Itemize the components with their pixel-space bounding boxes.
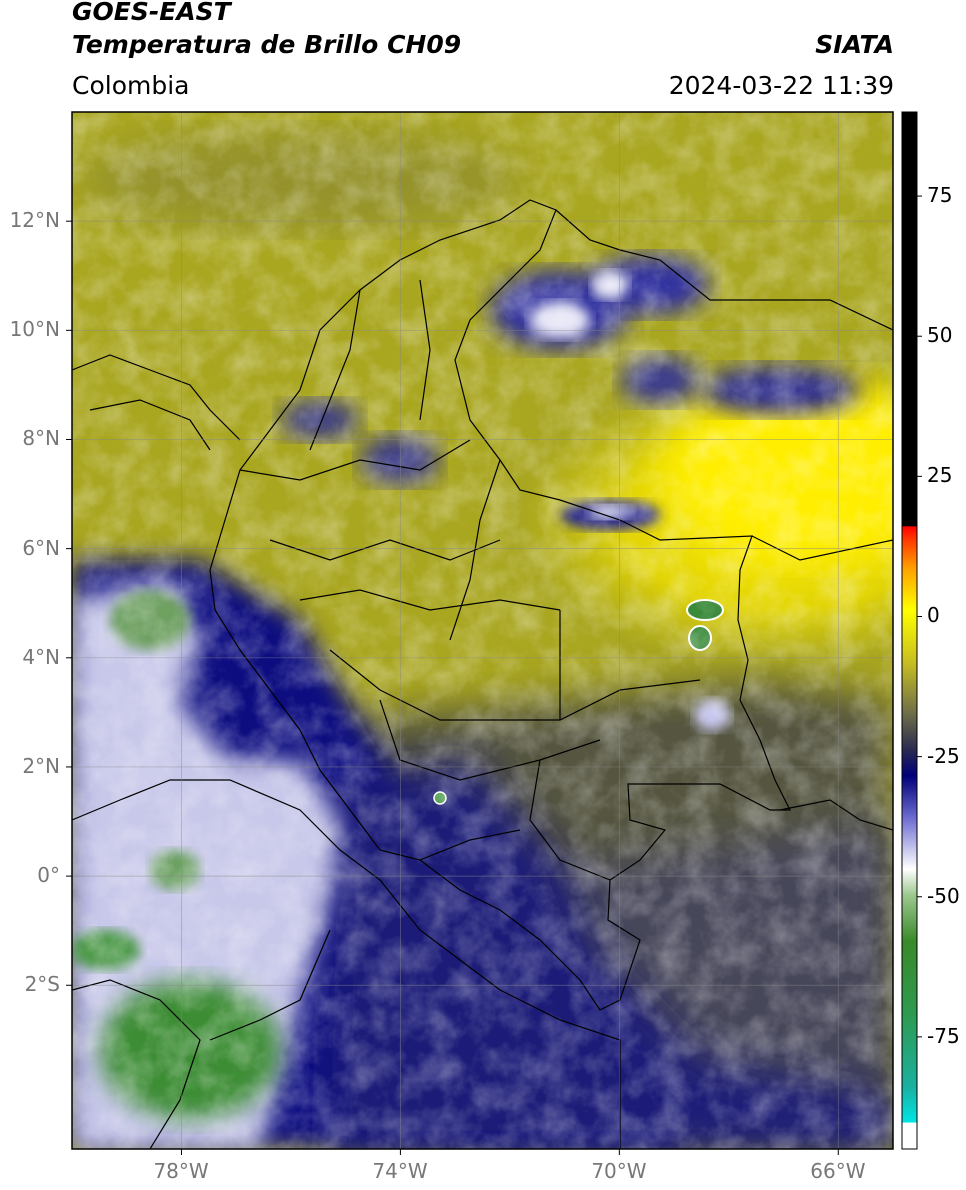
map-ticks: [66, 220, 839, 1155]
colorbar-tick-label: -25: [927, 743, 960, 768]
lat-tick-label: 4°N: [22, 644, 60, 669]
colorbar-tick-label: 75: [927, 183, 953, 208]
product-title: Temperatura de Brillo CH09: [72, 30, 462, 59]
colorbar-tick-label: 0: [927, 603, 940, 628]
lat-tick-label: 0°: [37, 863, 60, 888]
lon-tick-label: 70°W: [591, 1159, 647, 1183]
colorbar: [901, 111, 918, 1150]
satellite-image-layer: [72, 112, 893, 1149]
datetime-label: 2024-03-22 11:39: [668, 71, 894, 100]
graticule: [72, 112, 893, 1149]
lon-tick-label: 74°W: [372, 1159, 428, 1183]
lat-tick-label: 10°N: [9, 317, 60, 342]
lat-tick-label: 8°N: [22, 426, 60, 451]
region-label: Colombia: [72, 71, 190, 100]
lon-tick-label: 66°W: [810, 1159, 866, 1183]
colorbar-tick-label: 25: [927, 463, 953, 488]
colorbar-tick-label: -50: [927, 883, 960, 908]
colorbar-ticks: [917, 195, 922, 1038]
lon-tick-label: 78°W: [153, 1159, 209, 1183]
borders-layer: [72, 199, 893, 1149]
satellite-title: GOES-EAST: [72, 0, 231, 26]
colorbar-tick-label: 50: [927, 323, 953, 348]
lat-tick-label: 12°N: [9, 208, 60, 233]
institution-label: SIATA: [815, 30, 894, 59]
colorbar-tick-label: -75: [927, 1023, 960, 1048]
lat-tick-label: 2°S: [24, 972, 60, 997]
lat-tick-label: 6°N: [22, 535, 60, 560]
map-frame: [71, 111, 894, 1150]
lat-tick-label: 2°N: [22, 753, 60, 778]
